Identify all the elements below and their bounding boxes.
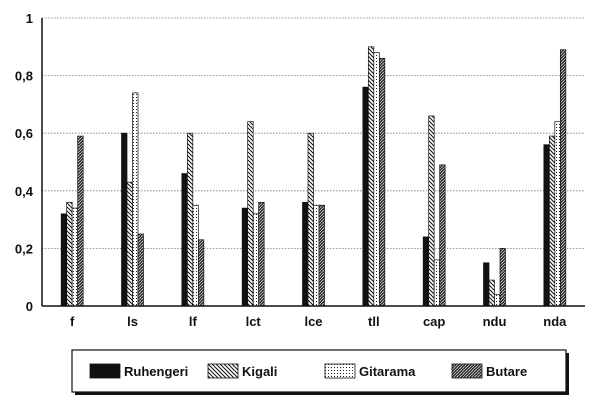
bar-ruhengeri-lf xyxy=(181,173,188,307)
bar-ruhengeri-ls xyxy=(121,132,128,307)
y-tick-label: 0,8 xyxy=(15,69,33,84)
legend-swatch-ruhengeri xyxy=(89,363,121,379)
y-tick-label: 0,2 xyxy=(15,241,33,256)
bar-kigali-cap xyxy=(428,115,435,307)
y-tick-label: 1 xyxy=(26,11,33,26)
legend-swatch-kigali xyxy=(207,363,239,379)
bar-kigali-nda xyxy=(548,135,556,307)
bar-butare-f xyxy=(77,135,84,307)
x-tick-label: cap xyxy=(423,314,445,329)
bar-butare-ndu xyxy=(499,248,506,307)
legend-label-ruhengeri: Ruhengeri xyxy=(124,364,188,379)
bar-kigali-lct xyxy=(247,121,254,307)
y-tick-label: 0,4 xyxy=(15,184,34,199)
x-tick-label: nda xyxy=(543,314,567,329)
bar-gitarama-lf xyxy=(192,204,199,307)
x-tick-label: lf xyxy=(189,314,198,329)
bar-butare-lct xyxy=(258,201,265,307)
bar-kigali-ndu xyxy=(488,279,495,307)
bar-ruhengeri-lce xyxy=(302,201,309,307)
bar-butare-ls xyxy=(137,233,144,307)
bar-butare-tll xyxy=(378,57,386,307)
bar-kigali-lf xyxy=(186,132,194,307)
bar-gitarama-ls xyxy=(132,92,139,307)
legend-label-gitarama: Gitarama xyxy=(359,364,416,379)
bar-ruhengeri-cap xyxy=(422,236,430,307)
legend-label-kigali: Kigali xyxy=(242,364,277,379)
x-tick-label: ndu xyxy=(483,314,507,329)
bar-ruhengeri-tll xyxy=(362,86,369,307)
bar-gitarama-f xyxy=(71,207,79,307)
x-tick-label: tll xyxy=(368,314,380,329)
x-tick-label: f xyxy=(70,314,75,329)
bar-gitarama-lct xyxy=(252,213,260,307)
bar-butare-lf xyxy=(197,239,205,307)
bar-kigali-f xyxy=(66,201,73,307)
y-tick-label: 0,6 xyxy=(15,126,33,141)
bar-gitarama-nda xyxy=(554,121,561,307)
bar-kigali-ls xyxy=(126,181,133,307)
y-tick-label: 0 xyxy=(26,299,33,314)
bar-butare-nda xyxy=(559,49,567,307)
bar-ruhengeri-ndu xyxy=(483,262,490,307)
x-tick-label: ls xyxy=(127,314,138,329)
bar-gitarama-cap xyxy=(433,259,441,307)
bar-ruhengeri-lct xyxy=(241,207,249,307)
bar-butare-lce xyxy=(318,204,325,307)
legend-label-butare: Butare xyxy=(486,364,527,379)
legend-swatch-gitarama xyxy=(324,363,356,379)
legend-box xyxy=(71,349,567,393)
x-tick-labels: f ls lf lct lce tll cap ndu nda xyxy=(70,314,567,329)
bars xyxy=(60,46,567,307)
bar-gitarama-ndu xyxy=(494,294,501,307)
bar-gitarama-lce xyxy=(313,204,320,307)
legend-swatch-butare xyxy=(451,363,483,379)
bar-ruhengeri-nda xyxy=(543,144,550,307)
bar-kigali-lce xyxy=(307,132,314,307)
bar-gitarama-tll xyxy=(373,52,380,307)
x-tick-label: lce xyxy=(304,314,322,329)
bar-ruhengeri-f xyxy=(60,213,68,307)
legend: Ruhengeri Kigali Gitarama Butare xyxy=(71,349,569,395)
y-tick-labels: 0 0,2 0,4 0,6 0,8 1 xyxy=(15,11,34,314)
bar-kigali-tll xyxy=(367,46,375,307)
bar-butare-cap xyxy=(439,164,446,307)
x-tick-label: lct xyxy=(246,314,262,329)
